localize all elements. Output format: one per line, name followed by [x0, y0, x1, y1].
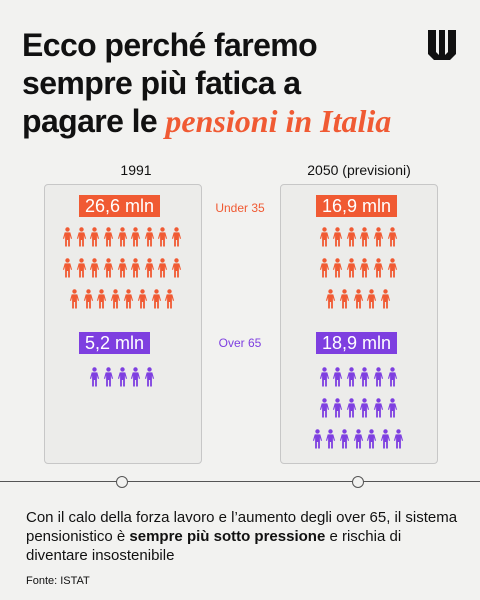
person-icon — [373, 258, 383, 278]
person-icon — [90, 367, 100, 387]
group-label-over65: Over 65 — [218, 336, 262, 350]
person-icon — [326, 289, 336, 309]
footer-text: Con il calo della forza lavoro e l’aumen… — [26, 508, 466, 565]
timeline-dot-2050 — [352, 476, 364, 488]
person-icon — [360, 398, 370, 418]
source-note: Fonte: ISTAT — [26, 575, 90, 587]
group-label-under35: Under 35 — [215, 201, 265, 215]
person-icon — [332, 398, 343, 418]
title-line-2: sempre più fatica a — [22, 65, 301, 101]
person-icon — [158, 227, 168, 247]
person-icon — [62, 227, 73, 247]
title-highlight: pensioni in Italia — [165, 103, 392, 139]
person-icon — [332, 258, 343, 278]
person-icon — [110, 289, 120, 309]
person-icon — [130, 258, 141, 278]
person-icon — [360, 227, 370, 247]
person-icon — [346, 258, 356, 278]
person-icon — [394, 429, 404, 449]
person-icon — [319, 398, 329, 418]
value-badge-1991-over65: 5,2 mln — [79, 332, 151, 354]
person-icon — [339, 429, 349, 449]
person-icon — [360, 367, 370, 387]
person-icon — [373, 227, 383, 247]
person-icon — [151, 289, 161, 309]
value-badge-2050-under35: 16,9 mln — [316, 195, 398, 217]
person-icon — [158, 258, 168, 278]
person-icon — [76, 258, 86, 278]
person-icon — [373, 398, 383, 418]
timeline-line — [0, 481, 480, 482]
person-icon — [346, 227, 356, 247]
person-icon — [103, 258, 113, 278]
footer-text-start: Con il calo della forza lavoro e l’aumen… — [26, 509, 458, 545]
person-icon — [144, 258, 154, 278]
person-icon — [373, 367, 383, 387]
person-icon — [380, 289, 390, 309]
person-icon — [319, 367, 329, 387]
panel-2050 — [280, 184, 438, 464]
person-icon — [76, 227, 86, 247]
person-icon — [117, 258, 127, 278]
value-badge-1991-under35: 26,6 mln — [79, 195, 161, 217]
person-icon — [130, 227, 141, 247]
page-title: Ecco perché faremo sempre più fatica a p… — [22, 26, 422, 140]
person-icon — [312, 429, 322, 449]
person-icon — [96, 289, 107, 309]
person-icon — [83, 289, 93, 309]
person-icon — [366, 429, 377, 449]
person-icon — [366, 289, 377, 309]
person-icon — [90, 258, 100, 278]
person-icon — [387, 227, 397, 247]
person-icon — [130, 367, 141, 387]
panel-1991 — [44, 184, 202, 464]
person-icon — [339, 289, 349, 309]
person-icon — [332, 367, 343, 387]
person-icon — [69, 289, 79, 309]
value-badge-2050-over65: 18,9 mln — [316, 332, 398, 354]
person-icon — [144, 367, 154, 387]
person-icon — [117, 367, 127, 387]
column-label-2050: 2050 (previsioni) — [307, 162, 411, 178]
person-icon — [117, 227, 127, 247]
person-icon — [171, 227, 181, 247]
person-icon — [346, 367, 356, 387]
person-icon — [387, 398, 397, 418]
person-icon — [332, 227, 343, 247]
footer-text-bold: sempre più sotto pressione — [129, 528, 326, 545]
brand-logo-icon — [428, 30, 456, 60]
person-icon — [144, 227, 154, 247]
person-icon — [360, 258, 370, 278]
person-icon — [103, 367, 113, 387]
person-icon — [319, 227, 329, 247]
person-icon — [346, 398, 356, 418]
person-icon — [387, 367, 397, 387]
title-line-1: Ecco perché faremo — [22, 27, 318, 63]
person-icon — [326, 429, 336, 449]
person-icon — [319, 258, 329, 278]
column-label-1991: 1991 — [120, 162, 152, 178]
person-icon — [171, 258, 181, 278]
timeline-dot-1991 — [116, 476, 128, 488]
person-icon — [62, 258, 73, 278]
person-icon — [137, 289, 147, 309]
person-icon — [164, 289, 175, 309]
person-icon — [380, 429, 390, 449]
person-icon — [103, 227, 113, 247]
title-line-3: pagare le — [22, 103, 166, 139]
person-icon — [353, 429, 363, 449]
person-icon — [90, 227, 100, 247]
footer-text-end: e rischia di diventare insostenibile — [26, 528, 402, 564]
person-icon — [387, 258, 397, 278]
person-icon — [353, 289, 363, 309]
person-icon — [124, 289, 134, 309]
